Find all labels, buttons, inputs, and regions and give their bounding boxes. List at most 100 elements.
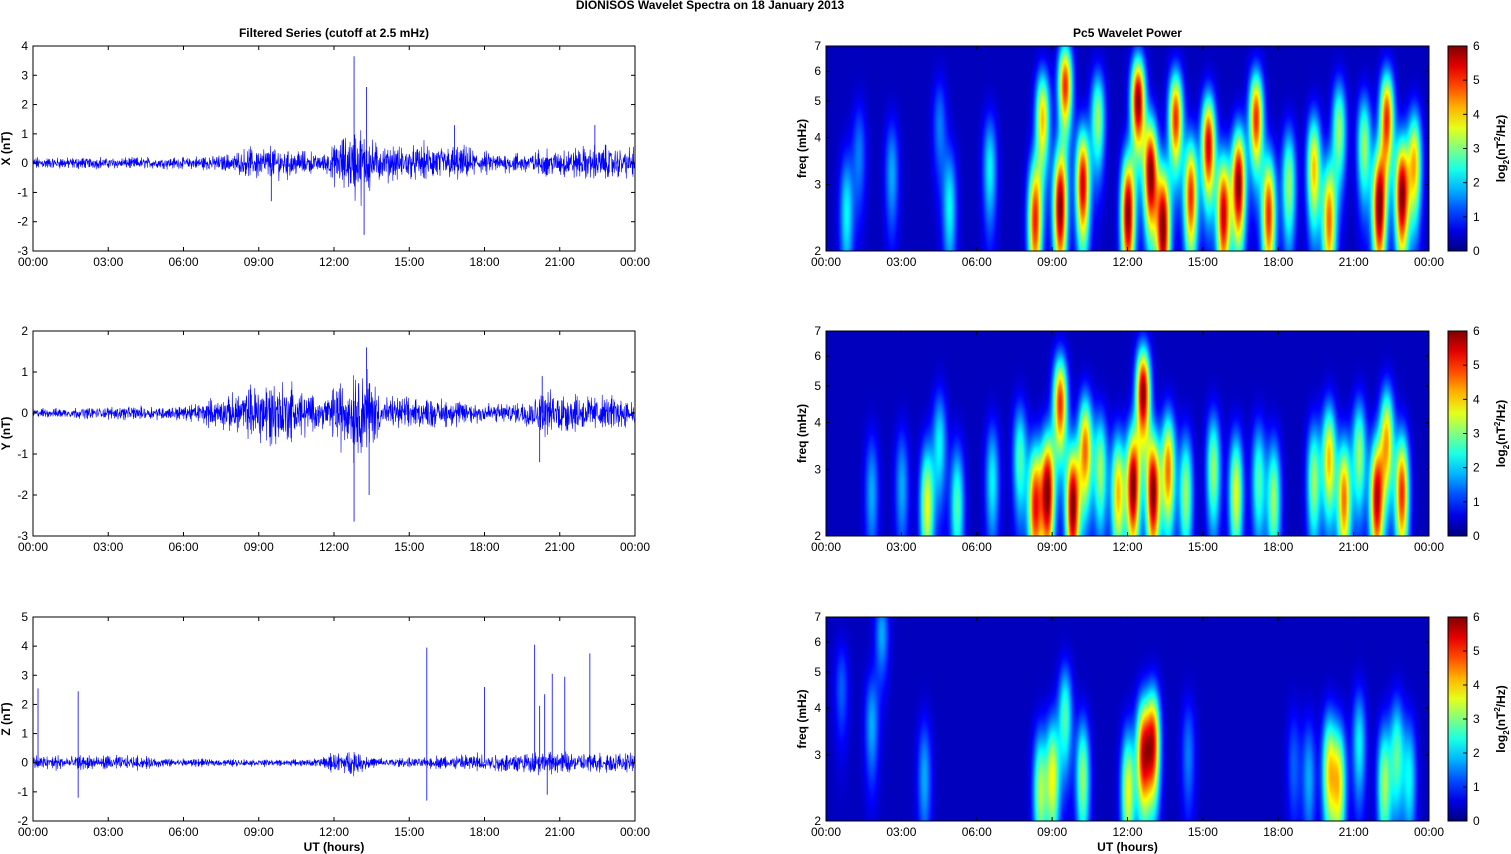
x-tick-label: 03:00 <box>886 255 916 269</box>
x-tick-label: 03:00 <box>886 540 916 554</box>
colorbar-tick-label: 1 <box>1473 780 1480 794</box>
series-line <box>32 751 636 777</box>
y-tick-label: 3 <box>814 463 821 477</box>
colorbar-tick-label: 5 <box>1473 358 1480 372</box>
y-tick-label: 7 <box>814 324 821 338</box>
y-tick-label: 1 <box>21 727 28 741</box>
x-tick-label: 09:00 <box>244 540 274 554</box>
heatmap-canvas <box>826 617 1429 821</box>
y-tick-label: -2 <box>17 814 28 828</box>
y-tick-label: 4 <box>814 416 821 430</box>
series-line <box>32 368 636 464</box>
y-tick-label: 0 <box>21 406 28 420</box>
y-tick-label: 2 <box>21 98 28 112</box>
x-tick-label: 12:00 <box>319 255 349 269</box>
colorbar-tick-label: 5 <box>1473 73 1480 87</box>
x-tick-label: 12:00 <box>319 825 349 839</box>
x-tick-label: 00:00 <box>18 825 48 839</box>
x-tick-label: 15:00 <box>1188 540 1218 554</box>
x-axis-label: UT (hours) <box>304 840 365 854</box>
y-tick-label: 2 <box>21 324 28 338</box>
y-tick-label: 4 <box>21 39 28 53</box>
x-tick-label: 00:00 <box>620 825 650 839</box>
heatmap-wrapper <box>826 46 1429 251</box>
x-tick-label: 09:00 <box>1037 540 1067 554</box>
y-tick-label: 4 <box>21 639 28 653</box>
y-tick-label: 2 <box>814 814 821 828</box>
y-axis-label: freq (mHz) <box>795 119 809 178</box>
x-tick-label: 21:00 <box>1339 540 1369 554</box>
colorbar-tick-label: 0 <box>1473 814 1480 828</box>
x-tick-label: 09:00 <box>1037 825 1067 839</box>
x-tick-label: 15:00 <box>1188 825 1218 839</box>
x-tick-label: 06:00 <box>168 255 198 269</box>
x-tick-label: 00:00 <box>1414 540 1444 554</box>
colorbar-label: log2(nT2/Hz) <box>1493 685 1511 753</box>
x-tick-label: 03:00 <box>886 825 916 839</box>
x-tick-label: 21:00 <box>545 825 575 839</box>
y-tick-label: 5 <box>814 94 821 108</box>
y-tick-label: 3 <box>21 68 28 82</box>
x-tick-label: 00:00 <box>620 540 650 554</box>
y-tick-label: 3 <box>814 748 821 762</box>
x-tick-label: 06:00 <box>962 825 992 839</box>
y-tick-label: 5 <box>21 610 28 624</box>
x-tick-label: 21:00 <box>1339 255 1369 269</box>
y-tick-label: 5 <box>814 379 821 393</box>
y-tick-label: 4 <box>814 701 821 715</box>
y-tick-label: -1 <box>17 785 28 799</box>
x-tick-label: 00:00 <box>18 255 48 269</box>
y-tick-label: 0 <box>21 156 28 170</box>
figure-title: DIONISOS Wavelet Spectra on 18 January 2… <box>576 0 845 12</box>
y-tick-label: 6 <box>814 349 821 363</box>
x-tick-label: 12:00 <box>319 540 349 554</box>
y-tick-label: 2 <box>814 529 821 543</box>
colorbar-tick-label: 2 <box>1473 461 1480 475</box>
x-tick-label: 21:00 <box>545 255 575 269</box>
y-tick-label: -1 <box>17 185 28 199</box>
colorbar-tick-label: 6 <box>1473 610 1480 624</box>
x-tick-label: 12:00 <box>1112 540 1142 554</box>
x-tick-label: 03:00 <box>93 255 123 269</box>
x-tick-label: 06:00 <box>168 540 198 554</box>
colorbar-label: log2(nT2/Hz) <box>1493 115 1511 183</box>
y-axis-label: Z (nT) <box>0 702 13 735</box>
x-tick-label: 00:00 <box>811 540 841 554</box>
colorbar-tick-label: 2 <box>1473 746 1480 760</box>
x-tick-label: 09:00 <box>1037 255 1067 269</box>
plots-layer: Filtered Series (cutoff at 2.5 mHz) -3 -2 -… <box>0 26 1511 854</box>
colorbar-tick-label: 2 <box>1473 176 1480 190</box>
y-tick-label: 6 <box>814 635 821 649</box>
y-axis-label: freq (mHz) <box>795 404 809 463</box>
x-tick-label: 09:00 <box>244 825 274 839</box>
y-tick-label: 7 <box>814 610 821 624</box>
x-tick-label: 09:00 <box>244 255 274 269</box>
x-tick-label: 12:00 <box>1112 255 1142 269</box>
y-axis-label: freq (mHz) <box>795 689 809 748</box>
colorbar-tick-label: 4 <box>1473 107 1480 121</box>
heatmap-wrapper <box>826 331 1429 536</box>
x-tick-label: 03:00 <box>93 540 123 554</box>
colorbar-tick-label: 1 <box>1473 210 1480 224</box>
y-tick-label: -1 <box>17 447 28 461</box>
y-tick-label: 0 <box>21 756 28 770</box>
heatmap-canvas <box>826 331 1429 536</box>
x-tick-label: 00:00 <box>811 255 841 269</box>
x-tick-label: 00:00 <box>620 255 650 269</box>
colorbar-tick-label: 0 <box>1473 244 1480 258</box>
colorbar-label: log2(nT2/Hz) <box>1493 400 1511 468</box>
x-tick-label: 00:00 <box>1414 825 1444 839</box>
y-tick-label: 4 <box>814 131 821 145</box>
x-tick-label: 00:00 <box>18 540 48 554</box>
colorbar-tick-label: 3 <box>1473 427 1480 441</box>
y-tick-label: -3 <box>17 529 28 543</box>
x-tick-label: 00:00 <box>1414 255 1444 269</box>
heatmap-canvas <box>826 46 1429 251</box>
colorbar-tick-label: 5 <box>1473 644 1480 658</box>
x-tick-label: 06:00 <box>962 540 992 554</box>
y-tick-label: 1 <box>21 127 28 141</box>
x-tick-label: 21:00 <box>545 540 575 554</box>
colorbar-tick-label: 4 <box>1473 392 1480 406</box>
y-axis-label: Y (nT) <box>0 417 13 451</box>
x-axis-label: UT (hours) <box>1097 840 1158 854</box>
